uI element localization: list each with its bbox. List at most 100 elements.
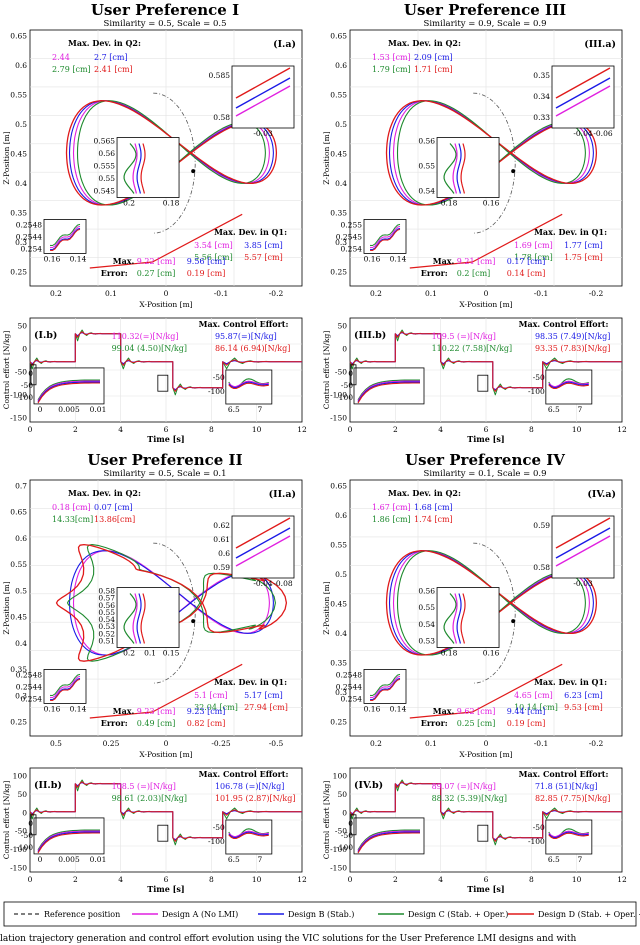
- inset-x-tick: 0.18: [441, 649, 458, 658]
- x-tick-label: 2: [73, 875, 78, 884]
- inset-y-tick: 0.2548: [336, 670, 362, 679]
- y-tick-label: -100: [330, 391, 347, 400]
- y-tick-label: 0.55: [10, 560, 27, 569]
- inset-y-tick: -50: [341, 381, 353, 390]
- trajectory-plot-I: 0.65 0.6 0.55 0.5 0.45 0.4 0.35 0.3 0.25 0.2 0.1 0 -…: [2, 29, 303, 309]
- y-tick-label: 0.55: [330, 541, 347, 550]
- panel-subtitle: Similarity = 0.1, Scale = 0.9: [424, 469, 547, 479]
- inset-y-tick: 0.254: [21, 244, 43, 253]
- inset-top-right: [231, 65, 295, 129]
- effort-inset-curve-D: [548, 382, 589, 390]
- inset-curve-B: [369, 677, 401, 700]
- inset-line-A: [235, 85, 291, 117]
- q1-design-A: 3.54 [cm]: [194, 241, 233, 250]
- q1-design-B: 6.23 [cm]: [564, 691, 603, 700]
- inset-x-tick: 6.5: [548, 405, 560, 414]
- x-tick-label: 4: [118, 425, 123, 434]
- x-tick-label: 0: [28, 875, 33, 884]
- zoom-box: [350, 364, 357, 386]
- effort-title: Max. Control Effort:: [519, 319, 609, 329]
- effort-inset-curve-D: [37, 382, 100, 404]
- x-tick-label: 0.2: [370, 289, 382, 298]
- x-tick-label: 4: [438, 425, 443, 434]
- effort-design-A: 110.32(=)[N/kg]: [112, 332, 179, 341]
- center-marker: [511, 619, 516, 624]
- effort-inset-curve-B: [228, 831, 269, 839]
- x-axis-label: Time [s]: [467, 884, 504, 894]
- inset-y-tick: 0.54: [418, 620, 435, 629]
- q2-title: Max. Dev. in Q2:: [388, 38, 461, 48]
- y-tick-label: 0.6: [15, 61, 27, 70]
- error-design-B: 9.23 [cm]: [187, 707, 226, 716]
- x-tick-label: 0.5: [50, 739, 62, 748]
- inset-curve-A: [49, 225, 81, 248]
- inset-y-tick: 0.54: [98, 615, 115, 624]
- zoom-box: [477, 374, 489, 392]
- panel-title: User Preference I: [91, 1, 239, 19]
- reference-curve: [473, 542, 516, 684]
- zoom-box: [30, 814, 37, 836]
- inset-center: [116, 587, 180, 648]
- inset-y-tick: 0.57: [98, 594, 115, 603]
- panel-label: (III.b): [354, 330, 386, 341]
- reference-curve: [153, 92, 196, 234]
- q1-design-C: 32.04 [cm]: [194, 703, 238, 712]
- inset-curve-C: [123, 593, 137, 644]
- effort-inset-curve-A: [548, 380, 589, 388]
- effort-design-D: 101.95 (2.87)[N/kg]: [215, 794, 296, 803]
- y-tick-label: -100: [330, 845, 347, 854]
- q2-design-C: 1.79 [cm]: [372, 65, 411, 74]
- effort-design-D: 86.14 (6.94)[N/kg]: [215, 344, 290, 353]
- trajectory-tail: [409, 213, 563, 269]
- y-tick-label: 0.35: [330, 209, 347, 218]
- x-tick-label: 12: [617, 875, 627, 884]
- inset-y-tick: 0.55: [418, 603, 435, 612]
- inset-curve-D: [140, 593, 146, 644]
- zoom-box: [477, 824, 489, 842]
- y-tick-label: -100: [10, 845, 27, 854]
- inset-line-D: [555, 67, 611, 99]
- x-tick-label: 0: [164, 739, 169, 748]
- y-tick-label: 0.3: [15, 691, 27, 700]
- inset-curve-A: [369, 675, 401, 698]
- inset-y-tick: 0.55: [418, 162, 435, 171]
- inset-y-tick: -100: [528, 837, 545, 846]
- x-tick-label: 0: [164, 289, 169, 298]
- effort-inset-curve-A: [37, 830, 100, 852]
- y-tick-label: -150: [10, 414, 27, 423]
- inset-y-tick: 0.56: [98, 601, 115, 610]
- y-tick-label: 0.55: [10, 91, 27, 100]
- inset-x-tick: 6.5: [228, 855, 240, 864]
- x-tick-label: 12: [617, 425, 627, 434]
- panel-label: (IV.b): [354, 780, 383, 791]
- y-tick-label: 0.25: [10, 268, 27, 277]
- error-title-2: Error:: [101, 718, 128, 728]
- x-tick-label: 10: [572, 425, 582, 434]
- center-marker: [191, 169, 196, 174]
- y-axis-label: Control effort [N/kg]: [2, 331, 11, 410]
- error-design-D: 0.19 [cm]: [507, 719, 546, 728]
- y-tick-label: 0: [22, 345, 27, 354]
- inset-x-tick: 0.1: [144, 649, 156, 658]
- legend-label: Design D (Stab. + Oper. + OS): [538, 910, 640, 919]
- inset-curve-C: [443, 593, 457, 644]
- inset-x-tick: -0.06: [593, 129, 612, 138]
- inset-y-tick: 0.56: [98, 149, 115, 158]
- error-design-C: 0.27 [cm]: [137, 269, 176, 278]
- error-design-B: 9.44 [cm]: [507, 707, 546, 716]
- inset-curve-D: [49, 678, 81, 701]
- y-tick-label: 0.3: [335, 238, 347, 247]
- y-tick-label: 50: [17, 322, 27, 331]
- inset-y-tick: 0.58: [533, 563, 550, 572]
- q1-design-C: 5.56 [cm]: [194, 253, 233, 262]
- y-tick-label: 0.7: [15, 482, 27, 491]
- y-tick-label: 0.4: [15, 179, 27, 188]
- inset-curve-C: [123, 143, 137, 194]
- q1-title: Max. Dev. in Q1:: [214, 677, 287, 687]
- y-tick-label: 100: [333, 772, 348, 781]
- q2-design-B: 2.09 [cm]: [414, 53, 453, 62]
- effort-inset-curve-D: [357, 832, 420, 854]
- q1-design-D: 9.53 [cm]: [564, 703, 603, 712]
- trajectory-tail: [89, 213, 243, 269]
- effort-inset-curve-C: [37, 829, 100, 851]
